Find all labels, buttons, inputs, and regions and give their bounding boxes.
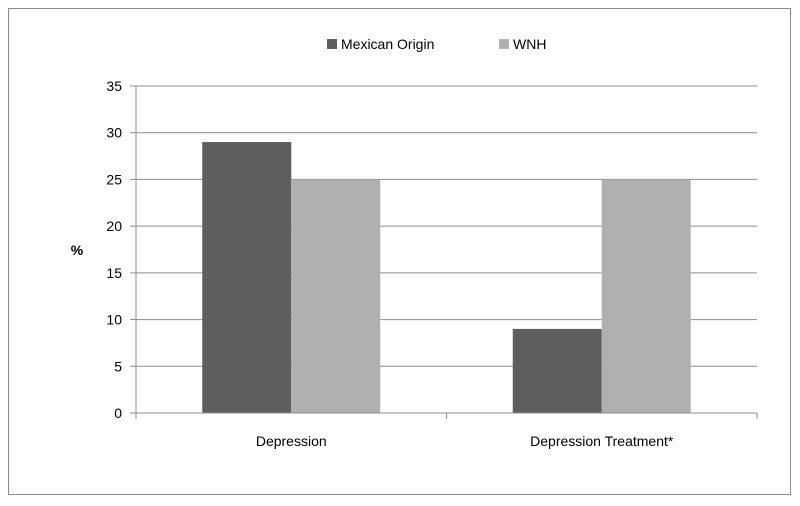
axes — [135, 86, 758, 419]
y-tick-label: 25 — [106, 171, 122, 187]
legend-label: Mexican Origin — [341, 36, 434, 52]
y-tick-label: 10 — [106, 312, 122, 328]
y-tick-label: 15 — [106, 265, 122, 281]
y-axis-label: % — [71, 242, 84, 258]
bar-wnh-1 — [601, 179, 691, 413]
y-tick-label: 5 — [114, 358, 122, 374]
legend: Mexican Origin WNH — [327, 36, 546, 52]
legend-label: WNH — [513, 36, 546, 52]
y-tick-labels: 0 5 10 15 20 25 30 35 — [106, 78, 136, 421]
x-category-label: Depression — [256, 433, 327, 449]
y-tick-label: 30 — [106, 125, 122, 141]
x-category-labels: Depression Depression Treatment* — [256, 433, 674, 449]
y-tick-label: 20 — [106, 218, 122, 234]
y-tick-label: 0 — [114, 405, 122, 421]
bar-mexican-origin-0 — [202, 142, 292, 414]
bar-mexican-origin-1 — [512, 328, 602, 413]
x-category-label: Depression Treatment* — [530, 433, 674, 449]
bars — [202, 142, 691, 414]
bar-wnh-0 — [291, 179, 381, 413]
legend-swatch — [327, 39, 337, 49]
y-tick-label: 35 — [106, 78, 122, 94]
legend-swatch — [499, 39, 509, 49]
